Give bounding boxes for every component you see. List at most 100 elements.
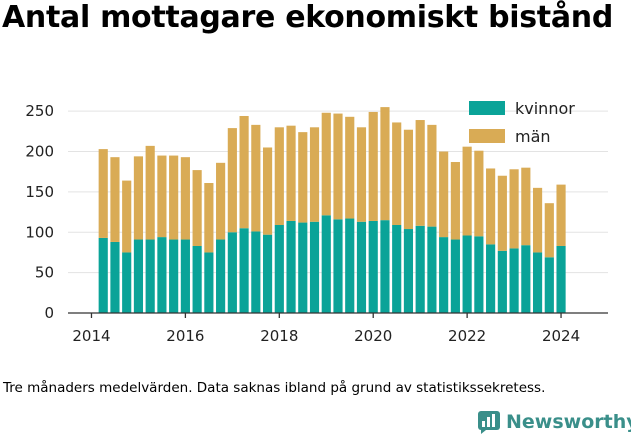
bar-kvinnor xyxy=(216,239,226,313)
y-tick-label: 250 xyxy=(25,102,54,120)
legend: kvinnor män xyxy=(469,99,575,146)
bar-kvinnor xyxy=(427,226,437,313)
bar-kvinnor xyxy=(286,220,296,313)
bar-man xyxy=(439,151,449,238)
y-tick-label: 100 xyxy=(25,223,54,241)
bar-man xyxy=(532,187,543,253)
bar-man xyxy=(427,124,437,227)
bar-kvinnor xyxy=(192,245,202,313)
bar-man xyxy=(274,127,284,225)
bar-kvinnor xyxy=(356,221,367,313)
legend-label: kvinnor xyxy=(515,99,575,118)
bar-kvinnor xyxy=(509,248,519,313)
bar-kvinnor xyxy=(309,221,320,313)
bar-kvinnor xyxy=(450,239,460,313)
bar-kvinnor xyxy=(403,229,414,313)
bar-man xyxy=(415,120,425,226)
bar-man xyxy=(356,127,367,222)
bar-man xyxy=(450,162,460,240)
bar-man xyxy=(122,180,132,253)
bar-kvinnor xyxy=(380,220,390,313)
bar-man xyxy=(192,170,202,246)
y-tick-label: 200 xyxy=(25,143,54,161)
legend-label: män xyxy=(515,127,551,146)
bar-kvinnor xyxy=(298,222,308,313)
bar-man xyxy=(110,157,120,242)
bar-kvinnor xyxy=(474,236,484,313)
bar-man xyxy=(544,203,554,258)
x-tick-label: 2018 xyxy=(260,327,298,345)
bar-man xyxy=(157,155,167,238)
bar-kvinnor xyxy=(204,252,214,313)
y-tick-label: 50 xyxy=(35,264,54,282)
bar-man xyxy=(262,147,273,235)
bar-man xyxy=(521,167,531,246)
bar-man xyxy=(309,127,320,222)
bar-man xyxy=(486,168,496,245)
bar-kvinnor xyxy=(497,250,507,313)
bar-man xyxy=(509,169,519,249)
brand-name: Newsworthy xyxy=(506,411,631,433)
bar-man xyxy=(216,162,226,240)
x-tick-label: 2024 xyxy=(542,327,580,345)
legend-swatch xyxy=(469,129,505,143)
bar-man xyxy=(133,156,144,240)
bar-kvinnor xyxy=(227,232,237,313)
bar-kvinnor xyxy=(544,257,554,313)
bar-kvinnor xyxy=(321,215,331,313)
bar-man xyxy=(321,112,331,216)
bar-man xyxy=(333,113,343,220)
bar-kvinnor xyxy=(345,218,355,313)
bar-man xyxy=(239,115,249,229)
bar-man xyxy=(227,128,237,233)
bar-man xyxy=(251,124,261,232)
x-tick-label: 2014 xyxy=(72,327,110,345)
bar-man xyxy=(380,107,390,221)
chart-title: Antal mottagare ekonomiskt bistånd xyxy=(2,0,614,35)
bar-kvinnor xyxy=(133,239,144,313)
bar-man xyxy=(345,116,355,219)
legend-swatch xyxy=(469,101,505,115)
bar-kvinnor xyxy=(556,245,566,313)
bar-man xyxy=(169,155,179,240)
bar-kvinnor xyxy=(239,228,249,313)
bar-man xyxy=(403,129,414,230)
footnote: Tre månaders medelvärden. Data saknas ib… xyxy=(3,380,546,396)
bar-man xyxy=(462,146,472,236)
bar-kvinnor xyxy=(262,234,273,313)
bar-kvinnor xyxy=(180,239,190,313)
bar-man xyxy=(286,125,296,221)
bar-kvinnor xyxy=(521,245,531,313)
x-tick-label: 2022 xyxy=(448,327,486,345)
bar-man xyxy=(98,149,108,238)
bar-kvinnor xyxy=(392,224,402,313)
bar-man xyxy=(368,111,378,221)
bar-man xyxy=(497,175,507,251)
bar-kvinnor xyxy=(368,220,378,313)
y-tick-label: 0 xyxy=(44,304,54,322)
bar-kvinnor xyxy=(532,252,543,313)
bar-man xyxy=(474,150,484,237)
bar-kvinnor xyxy=(486,244,496,313)
bar-man xyxy=(204,183,214,253)
y-tick-label: 150 xyxy=(25,183,54,201)
brand[interactable]: Newsworthy xyxy=(477,407,631,437)
bar-kvinnor xyxy=(122,252,132,313)
bar-man xyxy=(298,132,308,223)
bar-man xyxy=(145,145,155,240)
bar-kvinnor xyxy=(110,241,120,313)
bar-man xyxy=(556,184,566,246)
bar-man xyxy=(392,122,402,225)
bar-series xyxy=(98,107,566,313)
bar-kvinnor xyxy=(439,237,449,313)
bar-man xyxy=(180,157,190,240)
newsworthy-logo-icon xyxy=(478,411,500,434)
bar-kvinnor xyxy=(333,219,343,313)
bar-kvinnor xyxy=(169,239,179,313)
x-tick-label: 2016 xyxy=(166,327,204,345)
bar-kvinnor xyxy=(157,237,167,313)
bar-kvinnor xyxy=(251,231,261,313)
bar-kvinnor xyxy=(274,224,284,313)
bar-kvinnor xyxy=(145,239,155,313)
